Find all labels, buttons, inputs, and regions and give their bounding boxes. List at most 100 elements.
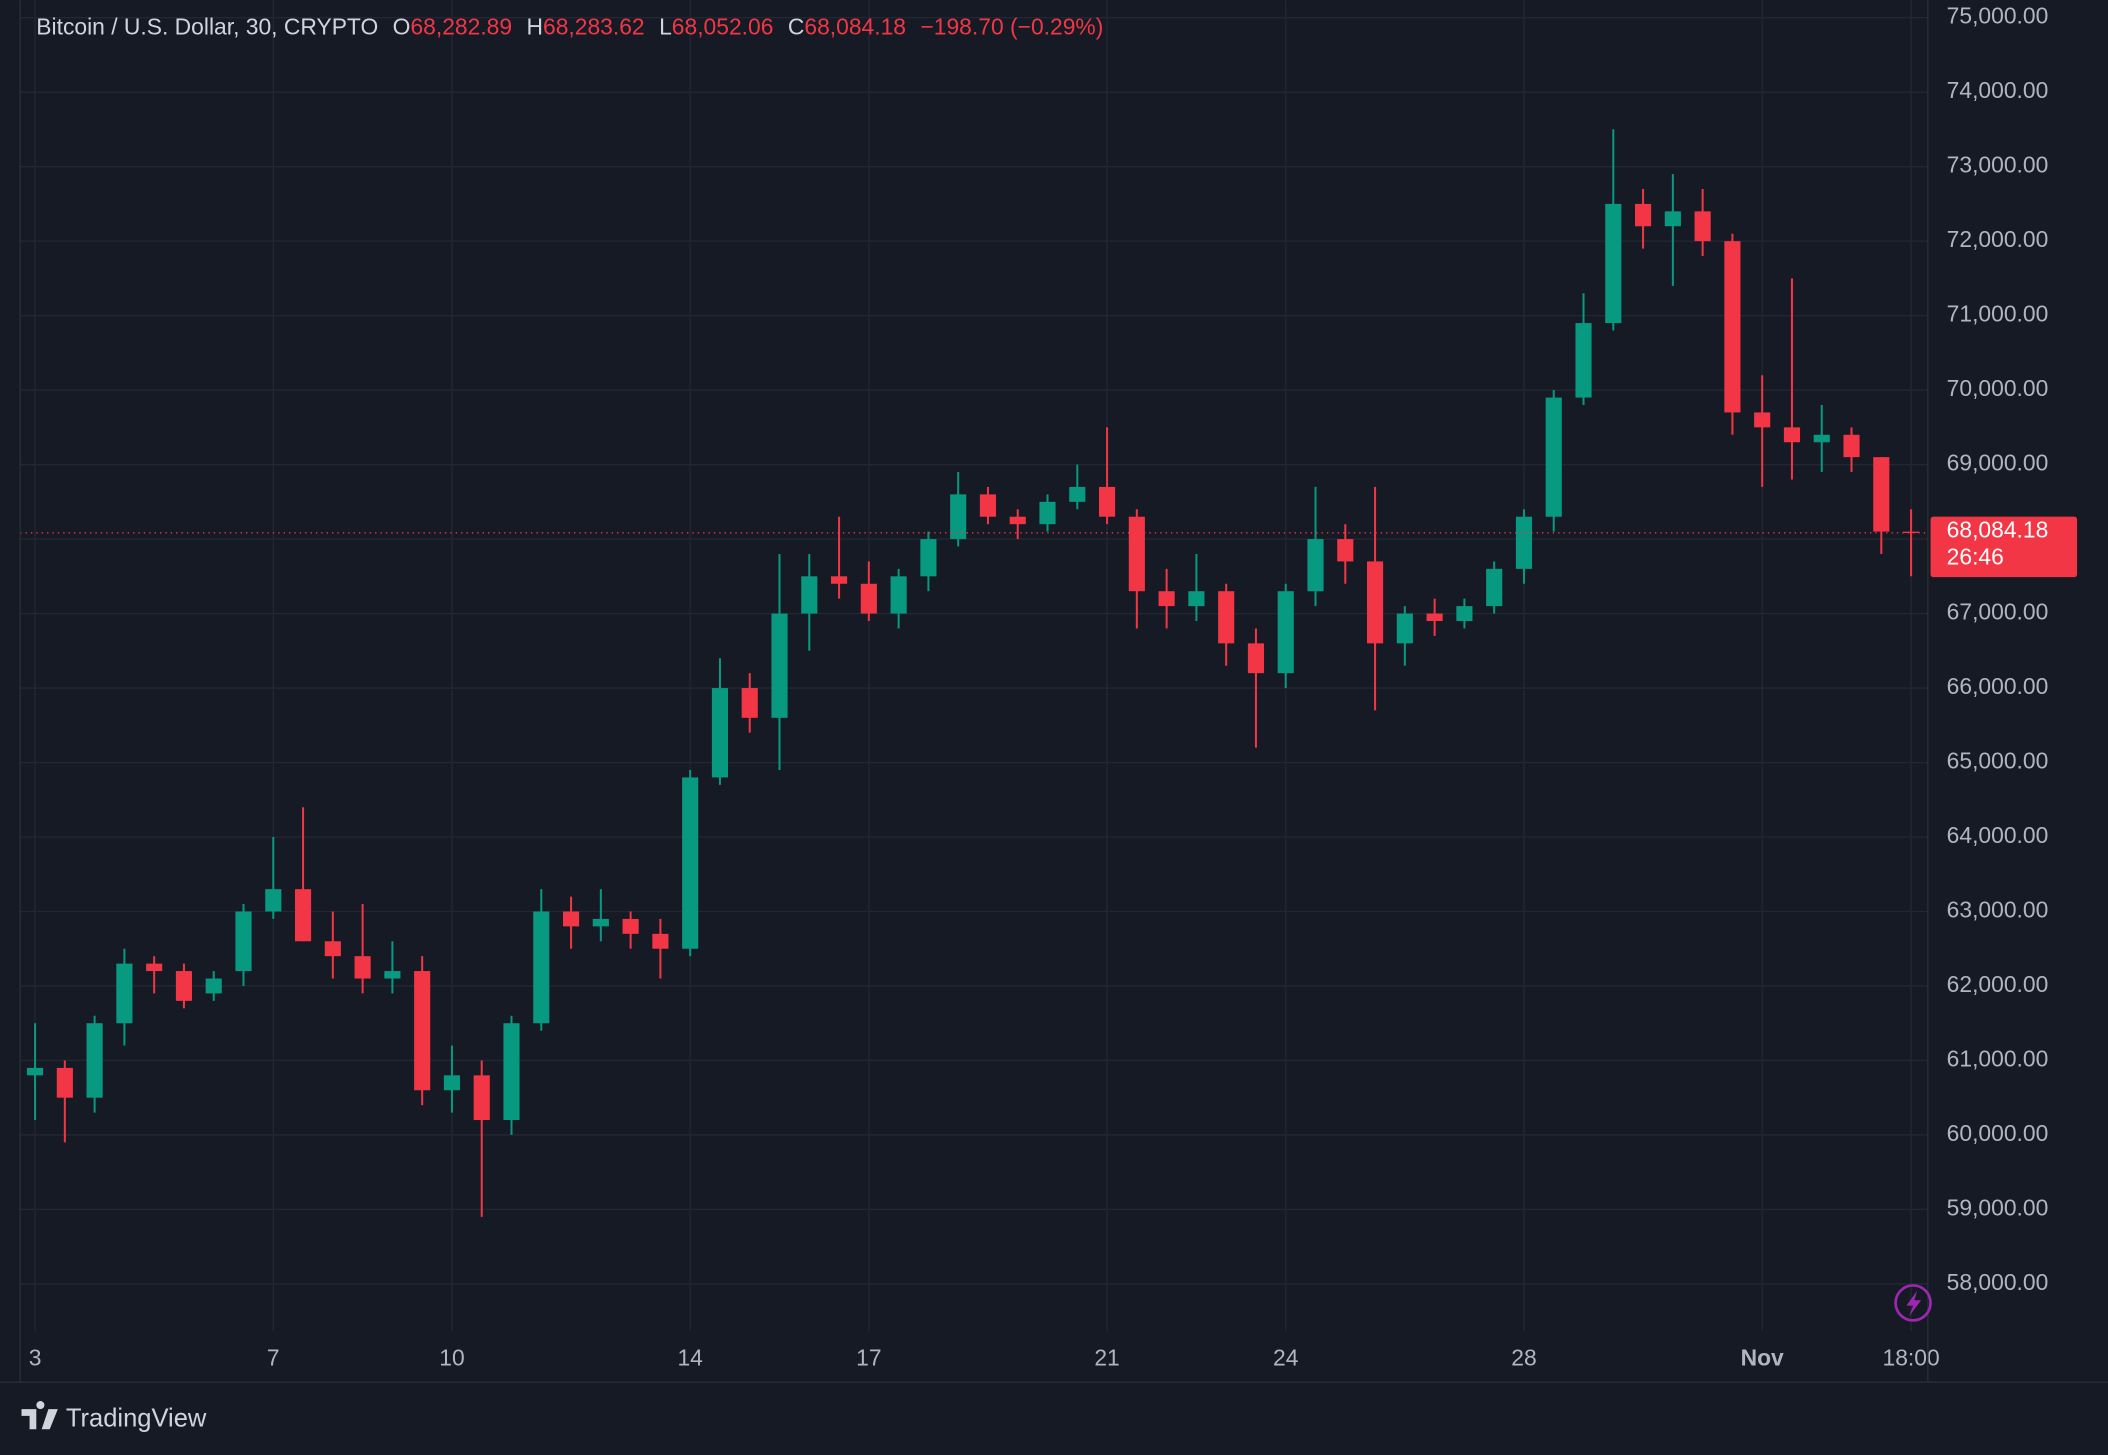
candle-body [711, 688, 729, 778]
y-tick-label: 65,000.00 [1947, 748, 2049, 774]
candle-body [682, 777, 699, 949]
x-tick-label: 3 [29, 1344, 42, 1370]
y-tick-label: 67,000.00 [1947, 599, 2049, 625]
x-tick-label: Nov [1741, 1344, 1784, 1370]
candle-body [1605, 203, 1622, 324]
x-tick-label: 28 [1511, 1344, 1536, 1370]
legend-key: H [527, 13, 544, 39]
y-tick-label: 58,000.00 [1947, 1269, 2049, 1295]
candle-body [1247, 643, 1265, 674]
candle-body [175, 971, 193, 1001]
y-tick-label: 62,000.00 [1947, 971, 2049, 997]
candles [20, 129, 1928, 1217]
legend-value: 68,084.18 [804, 13, 906, 39]
candle-body [146, 963, 163, 972]
legend-key: L [659, 13, 672, 39]
y-tick-label: 61,000.00 [1947, 1045, 2049, 1071]
candle-body [1664, 211, 1681, 227]
symbol: Bitcoin / U.S. Dollar, 30, CRYPTO [36, 13, 378, 39]
candle-body [473, 1075, 490, 1121]
candle-body [1367, 561, 1384, 644]
x-tick-label: 21 [1094, 1344, 1119, 1370]
candle-body [324, 941, 341, 957]
candle-body [1158, 591, 1175, 607]
y-tick-label: 66,000.00 [1947, 673, 2049, 699]
candle-body [1545, 397, 1562, 517]
candle-body [1099, 486, 1116, 517]
candle-body [533, 911, 550, 1024]
candle-body [205, 978, 222, 994]
candle-body [1843, 434, 1860, 458]
legend-key: O [393, 13, 411, 39]
candle-body [414, 971, 431, 1091]
candle-body [950, 494, 967, 540]
candle-body [1754, 412, 1771, 428]
x-tick-label: 7 [267, 1344, 280, 1370]
logo-mark [21, 1401, 58, 1430]
candle-body [1218, 591, 1235, 644]
candle-body [1813, 434, 1830, 443]
candle-body [1783, 427, 1801, 443]
candle-body [1128, 516, 1145, 592]
candle-body [890, 576, 907, 614]
candle-body [116, 963, 133, 1024]
candle-body [1873, 457, 1890, 532]
y-tick-label: 71,000.00 [1947, 301, 2049, 327]
alert-icon[interactable] [1894, 1284, 1932, 1322]
candle-body [920, 539, 937, 577]
candle-body [384, 971, 401, 979]
x-tick-label: 14 [677, 1344, 703, 1370]
legend-key: C [788, 13, 805, 39]
candle-body [1009, 516, 1026, 525]
axes: 58,000.00 59,000.00 60,000.00 61,000.00 62,0… [29, 3, 2078, 1370]
y-tick-label: 63,000.00 [1947, 897, 2049, 923]
candle-body [1039, 501, 1056, 525]
candle-body [503, 1023, 520, 1121]
candle-body [622, 918, 639, 934]
x-tick-label: 24 [1273, 1344, 1299, 1370]
y-tick-label: 74,000.00 [1947, 77, 2049, 103]
last-price-badge [1930, 516, 2078, 578]
brand-logo: TradingView [21, 1401, 207, 1433]
candle-body [1307, 539, 1324, 592]
candle-body [979, 494, 997, 517]
candle-body [56, 1067, 73, 1098]
candle-body [1515, 516, 1533, 569]
candle-body [1903, 531, 1920, 533]
legend-value: 68,282.89 [410, 13, 512, 39]
candle-body [1486, 568, 1503, 607]
candle-body [860, 583, 877, 614]
candle-body [592, 918, 609, 927]
candle-body [1456, 606, 1473, 622]
candle-body [1337, 539, 1354, 562]
candle-body [26, 1067, 44, 1076]
candle-body [354, 956, 371, 979]
candle-body [1277, 591, 1294, 674]
candle-body [830, 576, 848, 584]
candle-body [1188, 591, 1205, 607]
y-tick-label: 73,000.00 [1947, 152, 2049, 178]
candle-body [771, 613, 788, 718]
y-tick-label: 60,000.00 [1947, 1120, 2049, 1146]
last-price-label: 68,084.18 [1947, 516, 2049, 542]
legend-value: 68,283.62 [543, 13, 645, 39]
brand-name: TradingView [66, 1405, 207, 1433]
y-tick-label: 64,000.00 [1947, 822, 2049, 848]
y-tick-label: 72,000.00 [1947, 226, 2049, 252]
x-tick-label: 10 [439, 1344, 464, 1370]
y-tick-label: 69,000.00 [1947, 450, 2049, 476]
candle-body [1575, 323, 1592, 398]
ohlc-legend: Bitcoin / U.S. Dollar, 30, CRYPTO O68,28… [36, 13, 1103, 39]
candle-body [235, 911, 252, 972]
candle-body [801, 576, 818, 614]
candle-body [1635, 203, 1652, 227]
candle-body [86, 1023, 103, 1098]
candle-body [1694, 211, 1711, 242]
candle-body [1069, 486, 1086, 502]
x-tick-label: 18:00 [1882, 1344, 1939, 1370]
candle-body [562, 911, 580, 927]
candle-body [1724, 241, 1741, 413]
candle-body [1396, 613, 1413, 644]
